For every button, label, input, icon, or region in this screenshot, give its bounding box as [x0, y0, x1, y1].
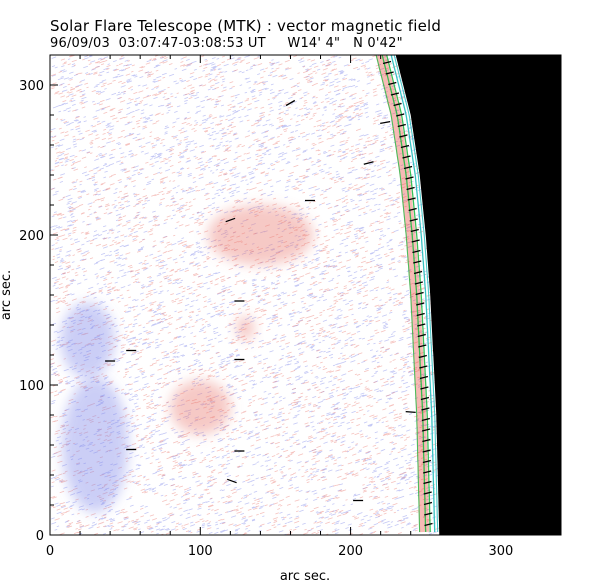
chart-subtitle: 96/09/03 03:07:47-03:08:53 UT W14' 4" N … — [50, 36, 403, 51]
y-tick-label: 300 — [19, 79, 44, 94]
limb-vector — [422, 438, 431, 443]
x-axis-ticks: 0 100 200 300 — [46, 55, 562, 559]
limb-positive-band — [375, 55, 430, 533]
limb-vector — [382, 60, 392, 65]
limb-contour-cyan-2 — [393, 55, 439, 533]
transverse-vector — [285, 99, 296, 107]
limb-vector — [421, 428, 431, 432]
position-north-south: N 0'42" — [353, 36, 403, 51]
negative-polarity-patch-upper-left — [60, 302, 115, 378]
limb-vector — [400, 144, 410, 149]
transverse-vector — [225, 217, 236, 223]
limb-vector — [413, 260, 422, 264]
limb-vector — [405, 176, 414, 180]
limb-vector — [423, 480, 432, 485]
positive-polarity-knot — [236, 316, 255, 340]
chart-title: Solar Flare Telescope (MTK) : vector mag… — [50, 17, 442, 35]
limb-vector — [417, 333, 426, 338]
limb-vector — [421, 407, 430, 411]
limb-vector — [413, 270, 423, 275]
y-tick-label: 200 — [19, 229, 44, 244]
transverse-field-vectors — [105, 60, 433, 527]
limb-vector — [423, 501, 433, 506]
negative-polarity-patch-left — [62, 377, 129, 513]
limb-vector — [408, 207, 417, 212]
limb-vector — [424, 522, 433, 527]
positive-polarity-patch-center — [170, 380, 231, 435]
x-axis-label: arc sec. — [280, 569, 330, 584]
observation-time-range: 03:07:47-03:08:53 UT — [118, 36, 266, 51]
positive-polarity-patch-upper — [207, 205, 314, 265]
x-tick-label: 0 — [46, 544, 54, 559]
limb-vector — [420, 386, 429, 390]
limb-vector — [420, 396, 430, 401]
limb-vector — [423, 491, 432, 495]
limb-vector — [415, 291, 424, 296]
limb-vector — [417, 323, 426, 327]
transverse-vector — [405, 410, 416, 414]
limb-vector — [406, 186, 415, 191]
limb-vector — [421, 417, 430, 422]
limb-contour-green-2 — [381, 55, 427, 533]
limb-vector — [396, 113, 405, 117]
x-tick-label: 100 — [188, 544, 213, 559]
limb-vector — [403, 165, 413, 170]
limb-vector — [414, 281, 423, 285]
limb-vector — [388, 81, 397, 86]
position-east-west: W14' 4" — [287, 36, 341, 51]
y-axis-ticks: 0 100 200 300 — [19, 54, 561, 544]
polarity-regions — [60, 205, 314, 513]
x-tick-label: 200 — [338, 544, 363, 559]
limb-vector — [418, 354, 427, 359]
limb-vector — [423, 470, 432, 474]
limb-contour-green-3 — [375, 55, 421, 533]
limb-vector — [390, 92, 400, 96]
limb-contour-cyan-1 — [390, 55, 436, 533]
limb-vector — [411, 239, 420, 243]
y-tick-label: 0 — [36, 529, 44, 544]
transverse-vector — [226, 478, 237, 484]
limb-vector — [402, 155, 411, 159]
limb-vector — [419, 375, 429, 380]
limb-vector — [397, 123, 406, 128]
limb-vector — [407, 197, 416, 201]
limb-vector — [410, 228, 419, 233]
limb-vector — [422, 449, 431, 453]
limb-vector — [419, 365, 428, 369]
y-tick-label: 100 — [19, 379, 44, 394]
limb-vector — [416, 312, 425, 317]
limb-vector — [393, 102, 402, 107]
limb-contours — [375, 55, 439, 533]
transverse-vector — [380, 120, 391, 125]
limb-vector — [385, 71, 394, 75]
transverse-vector — [363, 161, 374, 165]
limb-vector — [424, 512, 433, 516]
observation-date: 96/09/03 — [50, 36, 110, 51]
y-axis-label: arc sec. — [0, 270, 14, 320]
limb-vector — [416, 302, 425, 306]
off-disk-region — [395, 55, 561, 535]
limb-vector — [412, 249, 421, 254]
limb-vector — [418, 344, 427, 348]
x-tick-label: 300 — [488, 544, 513, 559]
limb-vector — [422, 459, 432, 464]
limb-vector — [409, 218, 418, 222]
limb-vector — [399, 134, 408, 138]
